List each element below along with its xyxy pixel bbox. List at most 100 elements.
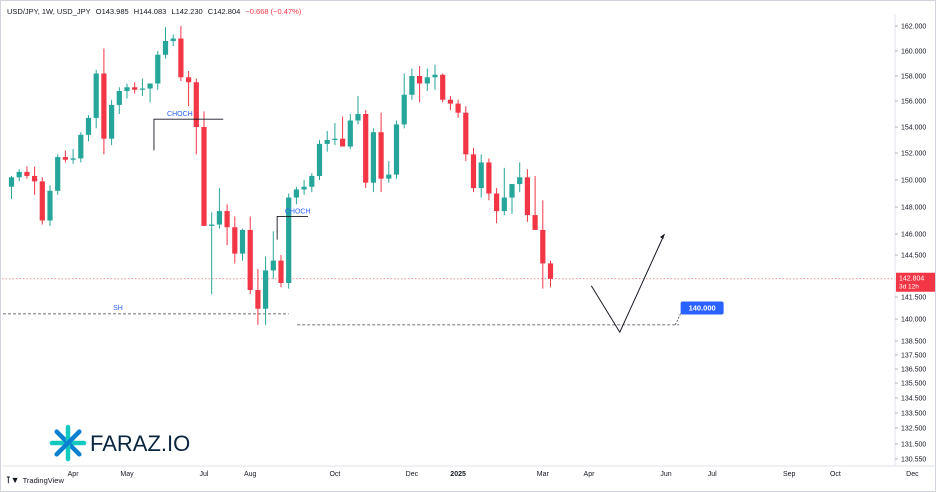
candle-body <box>209 224 215 226</box>
x-tick-label: Jul <box>200 471 209 478</box>
candle-body <box>247 229 253 290</box>
candle-body <box>386 174 392 179</box>
y-tick-label: 134.500 <box>901 396 926 403</box>
choch-upper-line <box>153 118 224 151</box>
candle-body <box>332 138 338 140</box>
candle-body <box>85 117 92 135</box>
y-axis[interactable]: 162.000 160.000 158.000 156.000 154.000 152.0… <box>895 24 935 464</box>
y-tick-label: 144.500 <box>901 253 926 260</box>
last-price-badge <box>896 272 935 292</box>
candle-body <box>62 157 68 160</box>
candle-body <box>232 227 238 254</box>
y-tick-label: 132.500 <box>901 426 926 433</box>
x-tick-label: Sep <box>783 471 796 478</box>
swing-high-label: SH <box>113 305 123 312</box>
candle-body <box>355 114 361 121</box>
candle-body <box>447 99 453 104</box>
annotations: CHOCH CHOCH SH 140.000 <box>113 111 724 334</box>
candle-body <box>524 177 530 216</box>
tradingview-footer[interactable]: ⊺▼ TradingView <box>6 475 64 486</box>
candle-body <box>101 73 107 139</box>
candle-body <box>409 76 415 95</box>
y-tick-label: 133.500 <box>901 411 926 418</box>
x-tick-label: May <box>120 471 134 478</box>
y-tick-label: 131.500 <box>901 442 926 449</box>
y-tick-label: 154.000 <box>901 125 926 132</box>
x-tick-label: Dec <box>406 471 419 478</box>
candle-body <box>70 158 76 160</box>
candle-body <box>424 77 430 84</box>
candle-body <box>201 127 207 226</box>
x-axis[interactable]: Apr May Jul Aug Oct Dec 2025 Mar Apr Jun Jul Sep Oct… <box>68 471 919 478</box>
candle-body <box>517 177 523 185</box>
candle-body <box>139 88 145 90</box>
y-tick-label: 137.500 <box>901 353 926 360</box>
x-tick-label: Apr <box>68 471 80 478</box>
candle-body <box>547 263 554 279</box>
candle-body <box>239 229 246 254</box>
candle-body <box>316 143 323 176</box>
dashed-levels <box>2 278 895 326</box>
candle-body <box>463 112 469 155</box>
x-tick-label: Oct <box>830 471 841 478</box>
symbol-header[interactable]: USD/JPY, 1W, USD_JPY O143.985 H144.083 L… <box>7 7 304 16</box>
ohlc-open: O143.985 <box>95 7 129 16</box>
candle-body <box>193 82 199 127</box>
y-tick-label: 141.500 <box>901 295 926 302</box>
x-tick-label: Jul <box>708 471 717 478</box>
candle-body <box>501 197 507 212</box>
candle-body <box>540 229 546 264</box>
choch-lower-line <box>276 215 308 240</box>
projection-arrowhead <box>659 234 665 239</box>
candle-body <box>532 215 538 230</box>
y-tick-label: 140.000 <box>901 317 926 324</box>
candle-body <box>301 186 307 190</box>
x-tick-label: Jun <box>660 471 671 478</box>
y-tick-label: 146.000 <box>901 232 926 239</box>
y-tick-label: 156.000 <box>901 99 926 106</box>
candle-body <box>393 124 400 175</box>
candle-body <box>147 83 153 89</box>
price-label-connector <box>674 313 681 326</box>
projection-path <box>590 233 665 334</box>
candle-body <box>32 175 38 182</box>
y-tick-label: 130.550 <box>901 457 926 464</box>
y-tick-label: 136.500 <box>901 367 926 374</box>
candle-body <box>216 211 222 225</box>
candle-body <box>132 87 138 90</box>
symbol-label: USD/JPY, 1W, USD_JPY <box>7 7 91 16</box>
candle-body <box>293 189 299 198</box>
candle-body <box>170 38 176 41</box>
ohlc-close: C142.804 <box>207 7 241 16</box>
candle-body <box>186 77 192 83</box>
candle-body <box>432 74 438 78</box>
candle-body <box>8 177 15 187</box>
candle-body <box>116 91 122 105</box>
candle-body <box>494 193 500 212</box>
candle-body <box>255 290 261 309</box>
candle-body <box>378 132 384 179</box>
candle-body <box>286 197 292 283</box>
last-price-value: 142.804 <box>899 276 924 283</box>
candle-body <box>470 154 477 189</box>
candle-body <box>478 162 484 189</box>
y-tick-label: 135.500 <box>901 381 926 388</box>
candle-body <box>39 181 45 221</box>
y-tick-label: 138.500 <box>901 339 926 346</box>
candle-body <box>55 157 61 191</box>
x-tick-label: Dec <box>906 471 919 478</box>
x-tick-label: Aug <box>244 471 257 478</box>
candle-body <box>263 270 269 309</box>
candle-body <box>324 140 330 144</box>
tradingview-logo-icon: ⊺▼ <box>6 475 20 485</box>
ohlc-low: L142.230 <box>171 7 203 16</box>
candle-body <box>401 94 407 125</box>
candle-body <box>224 211 230 228</box>
candle-body <box>455 103 461 113</box>
y-tick-label: 160.000 <box>901 49 926 56</box>
candle-body <box>16 171 22 178</box>
ohlc-high: H144.083 <box>133 7 167 16</box>
